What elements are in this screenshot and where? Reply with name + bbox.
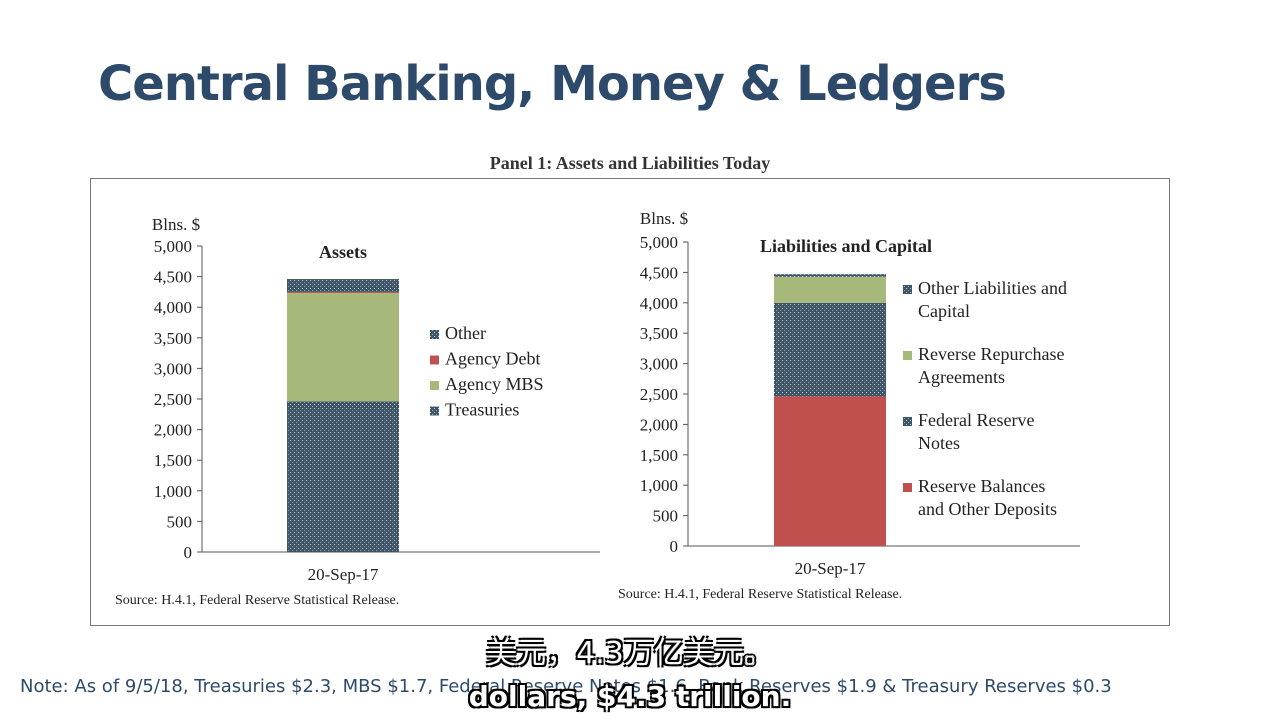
bar-segment-other-liabilities-and-capital (774, 274, 886, 277)
bar-segment-reverse-repurchase-agreements (774, 276, 886, 303)
y-tick-label: 500 (653, 507, 679, 526)
bar-segment-agency-mbs (287, 292, 399, 402)
subtitle-caption-english: dollars, $4.3 trillion. (468, 680, 792, 713)
legend-label-agency-debt: Agency Debt (445, 349, 540, 369)
y-tick-label: 5,000 (154, 237, 192, 256)
legend-swatch-reverse-repurchase-agreements (903, 351, 912, 360)
legend-swatch-other-liabilities-and-capital (903, 285, 912, 294)
y-axis-label: Blns. $ (640, 209, 688, 228)
legend-label-other-liabilities-and-capital: Capital (918, 301, 970, 321)
y-tick-label: 4,000 (154, 298, 192, 317)
y-tick-label: 500 (167, 512, 193, 531)
bar-segment-federal-reserve-notes (774, 302, 886, 397)
y-tick-label: 3,000 (640, 355, 678, 374)
legend-swatch-agency-mbs (430, 381, 439, 390)
legend-label-federal-reserve-notes: Notes (918, 433, 960, 453)
y-tick-label: 2,000 (640, 415, 678, 434)
y-tick-label: 1,500 (640, 446, 678, 465)
legend-label-treasuries: Treasuries (445, 400, 519, 420)
y-tick-label: 1,000 (154, 482, 192, 501)
assets-chart: 0 500 1,000 1,500 2,000 2,500 3,000 3,500 4,000 4… (115, 215, 600, 608)
y-tick-label: 0 (184, 543, 193, 562)
legend-swatch-agency-debt (430, 355, 439, 365)
chart-source: Source: H.4.1, Federal Reserve Statistic… (115, 593, 399, 608)
chart-panel (90, 178, 1170, 626)
legend-label-other-liabilities-and-capital: Other Liabilities and (918, 278, 1067, 298)
y-tick-label: 2,500 (640, 385, 678, 404)
bar-segment-agency-debt (287, 291, 399, 293)
bar-segment-treasuries (287, 401, 399, 552)
y-tick-label: 2,000 (154, 421, 192, 440)
y-tick-label: 4,500 (640, 263, 678, 282)
y-tick-label: 1,500 (154, 451, 192, 470)
y-tick-label: 3,500 (154, 329, 192, 348)
legend-label-reverse-repurchase-agreements: Agreements (918, 367, 1005, 387)
y-tick-label: 4,500 (154, 268, 192, 287)
liabilities-chart: 0 500 1,000 1,500 2,000 2,500 3,000 3,500 4,000 4… (618, 209, 1080, 602)
legend-label-reverse-repurchase-agreements: Reverse Repurchase (918, 344, 1064, 364)
bar-segment-reserve-balances-and-other-deposits (774, 396, 886, 546)
y-tick-label: 1,000 (640, 476, 678, 495)
y-tick-label: 3,500 (640, 324, 678, 343)
panel-title: Panel 1: Assets and Liabilities Today (489, 153, 771, 173)
chart-title: Assets (319, 242, 367, 262)
y-tick-label: 5,000 (640, 233, 678, 252)
legend-swatch-other (430, 330, 439, 339)
legend-swatch-federal-reserve-notes (903, 417, 912, 426)
legend-label-reserve-balances-and-other-deposits: Reserve Balances (918, 476, 1045, 496)
chart-title: Liabilities and Capital (760, 236, 932, 256)
subtitle-caption-chinese: 美元，4.3万亿美元。 (486, 636, 774, 671)
x-tick-label: 20-Sep-17 (308, 565, 379, 584)
y-tick-label: 2,500 (154, 390, 192, 409)
legend-swatch-reserve-balances-and-other-deposits (903, 483, 912, 492)
footnote: Note: As of 9/5/18, Treasuries $2.3, MBS… (20, 676, 1112, 697)
chart-source: Source: H.4.1, Federal Reserve Statistic… (618, 587, 902, 602)
x-tick-label: 20-Sep-17 (795, 559, 866, 578)
legend-label-federal-reserve-notes: Federal Reserve (918, 410, 1034, 430)
y-tick-label: 4,000 (640, 294, 678, 313)
y-tick-label: 0 (670, 537, 679, 556)
legend-label-reserve-balances-and-other-deposits: and Other Deposits (918, 499, 1057, 519)
legend-label-agency-mbs: Agency MBS (445, 374, 544, 394)
legend-label-other: Other (445, 323, 486, 343)
y-tick-label: 3,000 (154, 359, 192, 378)
legend-swatch-treasuries (430, 406, 439, 416)
y-axis-label: Blns. $ (152, 215, 200, 234)
slide-title: Central Banking, Money & Ledgers (98, 56, 1007, 112)
bar-segment-other (287, 279, 399, 292)
